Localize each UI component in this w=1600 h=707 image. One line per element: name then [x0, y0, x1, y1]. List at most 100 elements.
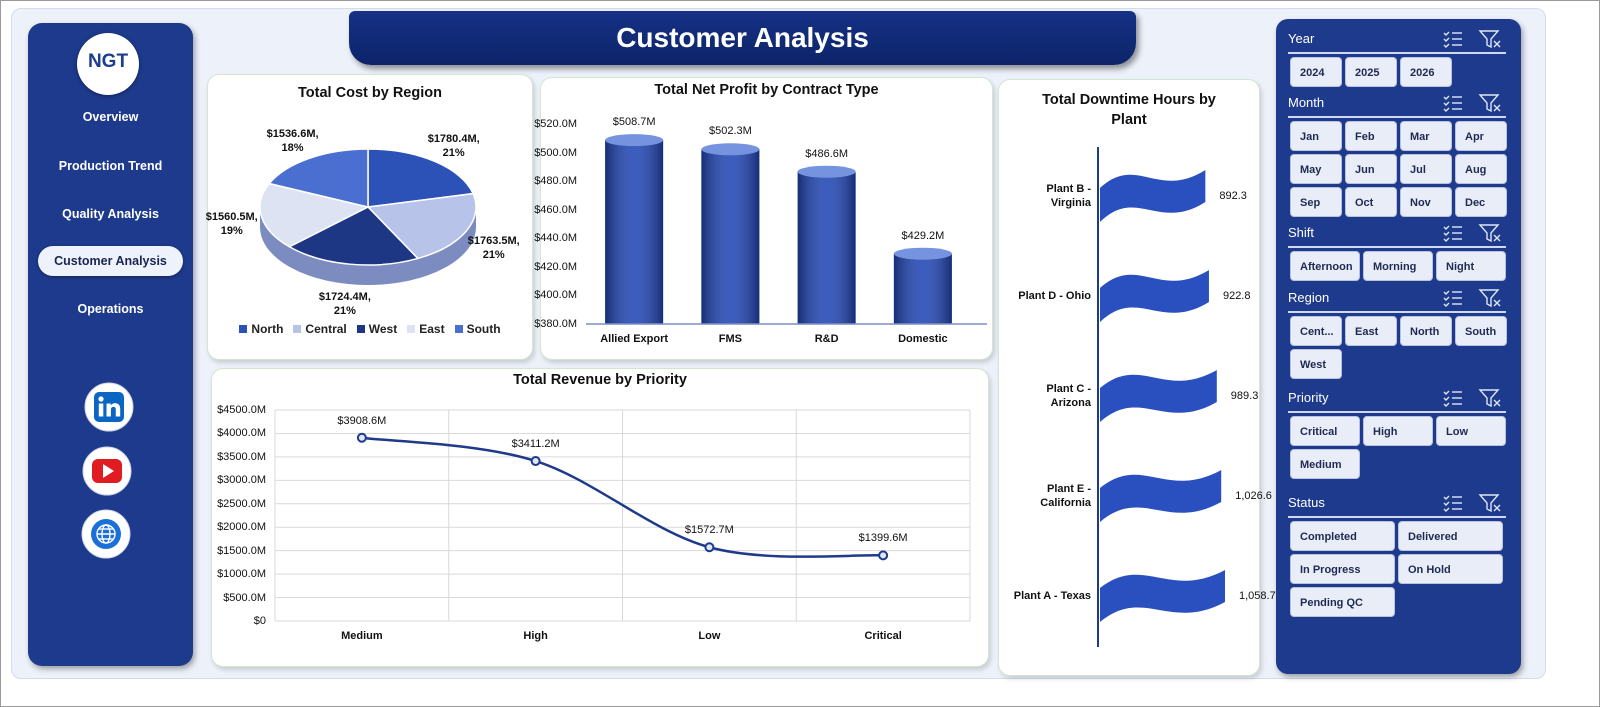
nav-item[interactable]: Operations — [77, 302, 144, 316]
legend-item: South — [454, 322, 501, 336]
check — [1443, 237, 1450, 242]
slicer-button[interactable]: Nov — [1400, 187, 1452, 217]
slicer-button[interactable]: West — [1290, 349, 1342, 379]
pie-slice — [267, 148, 369, 208]
slicer-button[interactable]: Dec — [1455, 187, 1507, 217]
slicer-button[interactable]: Critical — [1290, 416, 1360, 446]
sidebar: NGT — [28, 23, 193, 666]
slicer-button[interactable]: South — [1455, 316, 1507, 346]
multi-select-icon[interactable] — [1443, 225, 1462, 242]
slicer-button[interactable]: East — [1345, 316, 1397, 346]
legend: North Central West East South — [208, 322, 532, 336]
clear-filter-icon[interactable] — [1478, 389, 1501, 408]
check — [1443, 43, 1450, 48]
slicer-button[interactable]: Apr — [1455, 121, 1507, 151]
pie-slice — [366, 192, 477, 260]
y-tick-label: Plant A - Texas — [1013, 590, 1091, 602]
y-tick-label: Plant B - Virginia — [1046, 183, 1091, 209]
legend-swatch — [293, 325, 302, 333]
marker — [704, 542, 715, 553]
legend-item: West — [356, 322, 397, 336]
slicer-button[interactable]: Sep — [1290, 187, 1342, 217]
slicer-icons — [1443, 224, 1501, 243]
slicer-button[interactable]: Oct — [1345, 187, 1397, 217]
clear-filter-icon[interactable] — [1478, 30, 1501, 49]
slicer-button[interactable]: Jul — [1400, 154, 1452, 184]
bar-highlight — [797, 171, 856, 324]
bar — [1100, 370, 1217, 422]
chart — [586, 134, 987, 325]
nav-item[interactable]: Customer Analysis — [38, 246, 183, 276]
data-label: $502.3M — [708, 125, 752, 138]
clear-filter-icon[interactable] — [1478, 94, 1501, 113]
slicer-button[interactable]: Afternoon — [1290, 251, 1360, 281]
legend-swatch — [454, 325, 463, 333]
bar-highlight — [893, 253, 952, 324]
slicer-button[interactable]: Cent... — [1290, 316, 1342, 346]
slicer-button[interactable]: Jan — [1290, 121, 1342, 151]
line — [361, 436, 884, 558]
nav-item[interactable]: Overview — [82, 110, 139, 124]
bar — [1100, 270, 1209, 322]
slicer-button[interactable]: Feb — [1345, 121, 1397, 151]
slicer-button[interactable]: On Hold — [1398, 554, 1503, 584]
slicer-button[interactable]: Completed — [1290, 521, 1395, 551]
multi-select-icon[interactable] — [1443, 390, 1462, 407]
slicer-buttons: Afternoon Morning Night — [1290, 251, 1512, 281]
y-tick-label: Plant E - California — [1040, 483, 1091, 509]
multi-select-icon[interactable] — [1443, 290, 1462, 307]
slicer-button[interactable]: May — [1290, 154, 1342, 184]
check — [1443, 302, 1450, 307]
slicer-button[interactable]: Delivered — [1398, 521, 1503, 551]
legend-label: South — [466, 322, 501, 336]
clear-filter-icon[interactable] — [1478, 289, 1501, 308]
chart-title: Total Downtime Hours by Plant — [1042, 92, 1216, 128]
data-label: $1536.6M, 18% — [266, 128, 319, 155]
slicer-button[interactable]: Pending QC — [1290, 587, 1395, 617]
slicer-button[interactable]: Night — [1436, 251, 1506, 281]
nav-item[interactable]: Quality Analysis — [62, 207, 159, 221]
bar-cap — [797, 165, 856, 178]
clear-filter-icon[interactable] — [1478, 224, 1501, 243]
slicer-button[interactable]: North — [1400, 316, 1452, 346]
slicer-button[interactable]: Low — [1436, 416, 1506, 446]
slicer-icons — [1443, 494, 1501, 513]
nav-item[interactable]: Production Trend — [58, 159, 163, 173]
slicer-button[interactable]: Aug — [1455, 154, 1507, 184]
slicer-rule — [1288, 116, 1506, 118]
legend-label: North — [251, 322, 284, 336]
slicer-button[interactable]: 2024 — [1290, 57, 1342, 87]
y-tick-label: $460.0M — [534, 203, 577, 216]
slicer-button[interactable]: High — [1363, 416, 1433, 446]
check — [1443, 225, 1450, 230]
chart — [274, 409, 971, 622]
check — [1443, 501, 1450, 506]
clear-filter-icon[interactable] — [1478, 494, 1501, 513]
check — [1443, 402, 1450, 407]
slicer-buttons: Jan Feb Mar Apr May Jun Jul Aug Sep Oct Nov Dec — [1290, 121, 1512, 217]
x-tick-label: Critical — [864, 630, 902, 642]
slicer-button[interactable]: Morning — [1363, 251, 1433, 281]
slicer-rule — [1288, 52, 1506, 54]
y-tick-label: $480.0M — [534, 175, 577, 188]
bar — [1100, 170, 1206, 222]
chart-card: Total Net Profit by Contract Type $380.0M… — [534, 77, 993, 360]
multi-select-icon[interactable] — [1443, 31, 1462, 48]
slicer-button[interactable]: 2026 — [1400, 57, 1452, 87]
slicer-button[interactable]: 2025 — [1345, 57, 1397, 87]
slicer-buttons: 2024 2025 2026 — [1290, 57, 1512, 87]
x-tick-label: Allied Export — [600, 333, 669, 345]
x-tick-label: FMS — [718, 333, 742, 345]
page-title: Customer Analysis — [349, 11, 1136, 65]
slicer-button[interactable]: Jun — [1345, 154, 1397, 184]
multi-select-icon[interactable] — [1443, 95, 1462, 112]
slicer-icons — [1443, 94, 1501, 113]
chart-title: Total Revenue by Priority — [513, 372, 687, 388]
y-tick-label: $3000.0M — [217, 474, 266, 487]
multi-select-icon[interactable] — [1443, 495, 1462, 512]
slicer-button[interactable]: In Progress — [1290, 554, 1395, 584]
legend-item: Central — [293, 322, 347, 336]
slicer-button[interactable]: Medium — [1290, 449, 1360, 479]
slicer-button[interactable]: Mar — [1400, 121, 1452, 151]
